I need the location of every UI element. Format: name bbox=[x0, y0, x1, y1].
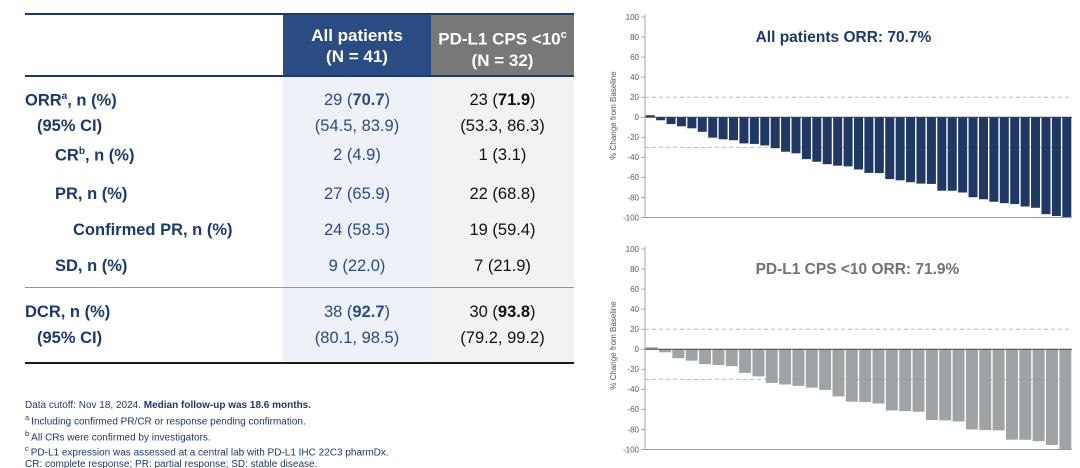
svg-text:80: 80 bbox=[630, 33, 639, 42]
svg-text:All patients ORR: 70.7%: All patients ORR: 70.7% bbox=[756, 29, 932, 46]
svg-text:-20: -20 bbox=[627, 133, 639, 142]
svg-text:-40: -40 bbox=[627, 385, 639, 394]
svg-text:40: 40 bbox=[630, 305, 639, 314]
svg-text:-60: -60 bbox=[627, 405, 639, 414]
svg-text:-60: -60 bbox=[627, 173, 639, 182]
svg-text:60: 60 bbox=[630, 285, 639, 294]
svg-text:0: 0 bbox=[635, 113, 640, 122]
svg-text:PD-L1 CPS <10 ORR: 71.9%: PD-L1 CPS <10 ORR: 71.9% bbox=[756, 261, 960, 278]
svg-text:100: 100 bbox=[626, 13, 640, 22]
svg-text:-80: -80 bbox=[627, 193, 639, 202]
svg-text:-100: -100 bbox=[623, 445, 640, 454]
svg-text:100: 100 bbox=[626, 245, 640, 254]
svg-text:-100: -100 bbox=[623, 213, 640, 222]
svg-text:40: 40 bbox=[630, 73, 639, 82]
svg-text:-80: -80 bbox=[627, 425, 639, 434]
svg-text:80: 80 bbox=[630, 265, 639, 274]
svg-text:20: 20 bbox=[630, 93, 639, 102]
svg-text:60: 60 bbox=[630, 53, 639, 62]
svg-text:0: 0 bbox=[635, 345, 640, 354]
svg-text:-40: -40 bbox=[627, 153, 639, 162]
svg-text:20: 20 bbox=[630, 325, 639, 334]
svg-text:-20: -20 bbox=[627, 365, 639, 374]
